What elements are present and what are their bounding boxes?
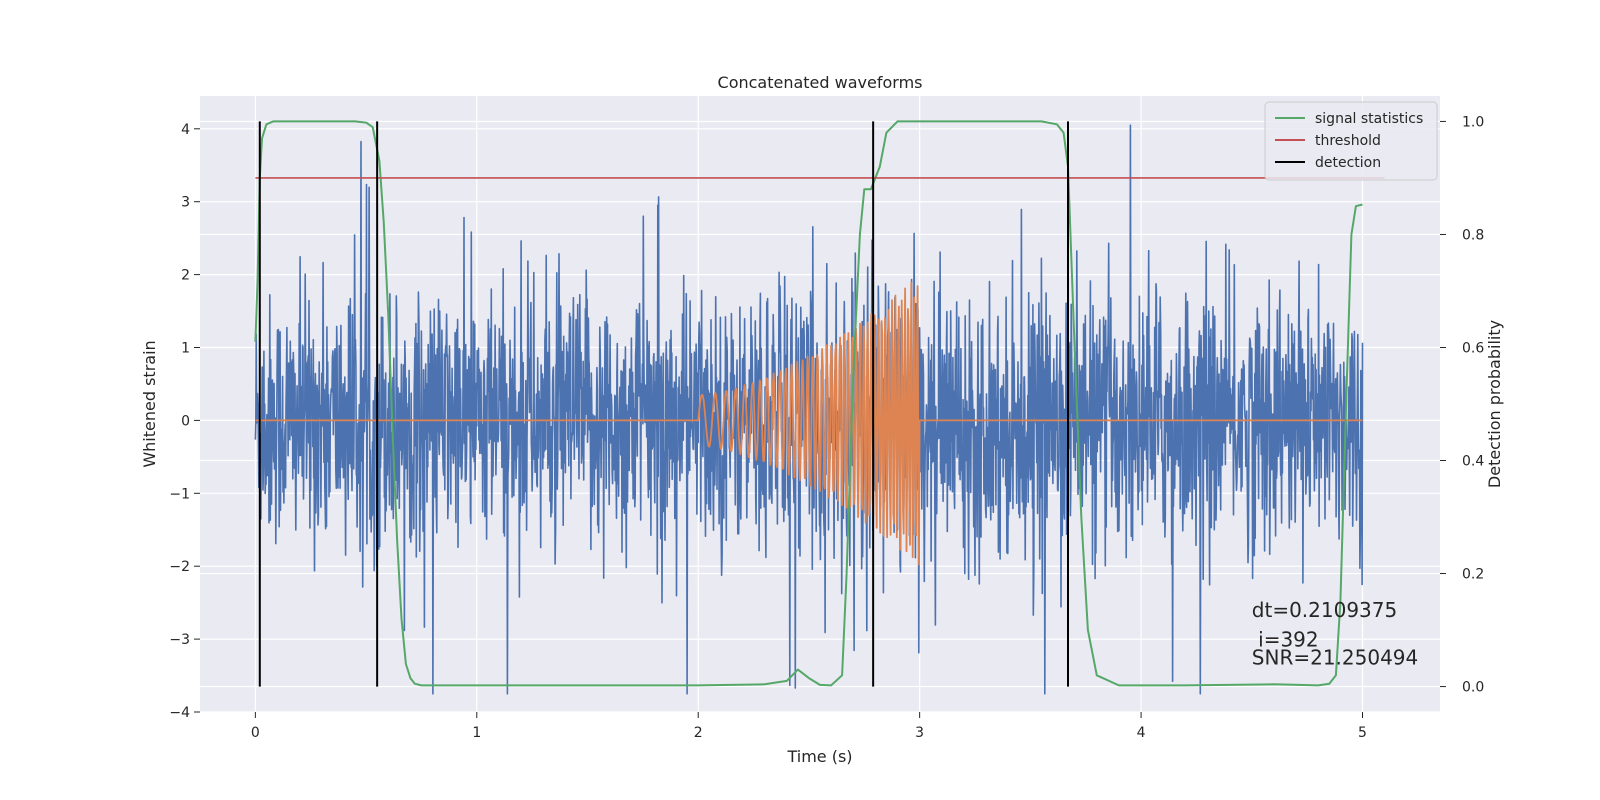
- axes: 0 1 2 3 4 5 −4 −3 −2 −1 0 1 2 3 4 0.0 0.2 0.4 0.6 0.8 1.0: [169, 114, 1484, 741]
- y-tick-label-3: −1: [169, 486, 190, 502]
- y-axis-label: Whitened strain: [140, 340, 159, 467]
- y2-axis-label: Detection probability: [1485, 320, 1504, 488]
- legend-label-signal-statistics: signal statistics: [1315, 111, 1423, 127]
- grid: [200, 96, 1440, 713]
- x-tick-label-2: 2: [694, 725, 703, 741]
- y-tick-label-6: 2: [181, 268, 190, 284]
- y2-tick-label-0: 0.0: [1462, 680, 1484, 696]
- x-tick-label-1: 1: [472, 725, 481, 741]
- annotation-0: dt=0.2109375: [1252, 598, 1397, 622]
- y2-tick-label-3: 0.6: [1462, 340, 1484, 356]
- annotation-1: i=392: [1252, 627, 1319, 651]
- legend-label-detection: detection: [1315, 155, 1381, 171]
- x-tick-label-3: 3: [915, 725, 924, 741]
- y-tick-label-4: 0: [181, 413, 190, 429]
- y-tick-label-2: −2: [169, 559, 190, 575]
- series-chirp-line: [255, 281, 1363, 566]
- x-tick-label-5: 5: [1358, 725, 1367, 741]
- y2-tick-label-4: 0.8: [1462, 227, 1484, 243]
- y2-tick-label-1: 0.2: [1462, 567, 1484, 583]
- x-tick-label-4: 4: [1137, 725, 1146, 741]
- x-axis-label: Time (s): [786, 747, 852, 766]
- legend-box: [1264, 101, 1438, 181]
- y2-tick-label-5: 1.0: [1462, 114, 1484, 130]
- legend: signal statistics threshold detection: [1264, 101, 1438, 181]
- y-tick-label-5: 1: [181, 341, 190, 357]
- y-tick-label-0: −4: [169, 705, 190, 721]
- series-layer: [254, 120, 1385, 695]
- series-signal-statistics-line: [254, 120, 1363, 687]
- x-tick-label-0: 0: [251, 725, 260, 741]
- y-tick-label-1: −3: [169, 632, 190, 648]
- annotation-2: SNR=21.250494: [1252, 646, 1418, 670]
- y-tick-label-7: 3: [181, 195, 190, 211]
- y2-tick-label-2: 0.4: [1462, 454, 1484, 470]
- chart-title: Concatenated waveforms: [718, 73, 923, 92]
- y-tick-label-8: 4: [181, 122, 190, 138]
- legend-label-threshold: threshold: [1315, 133, 1381, 149]
